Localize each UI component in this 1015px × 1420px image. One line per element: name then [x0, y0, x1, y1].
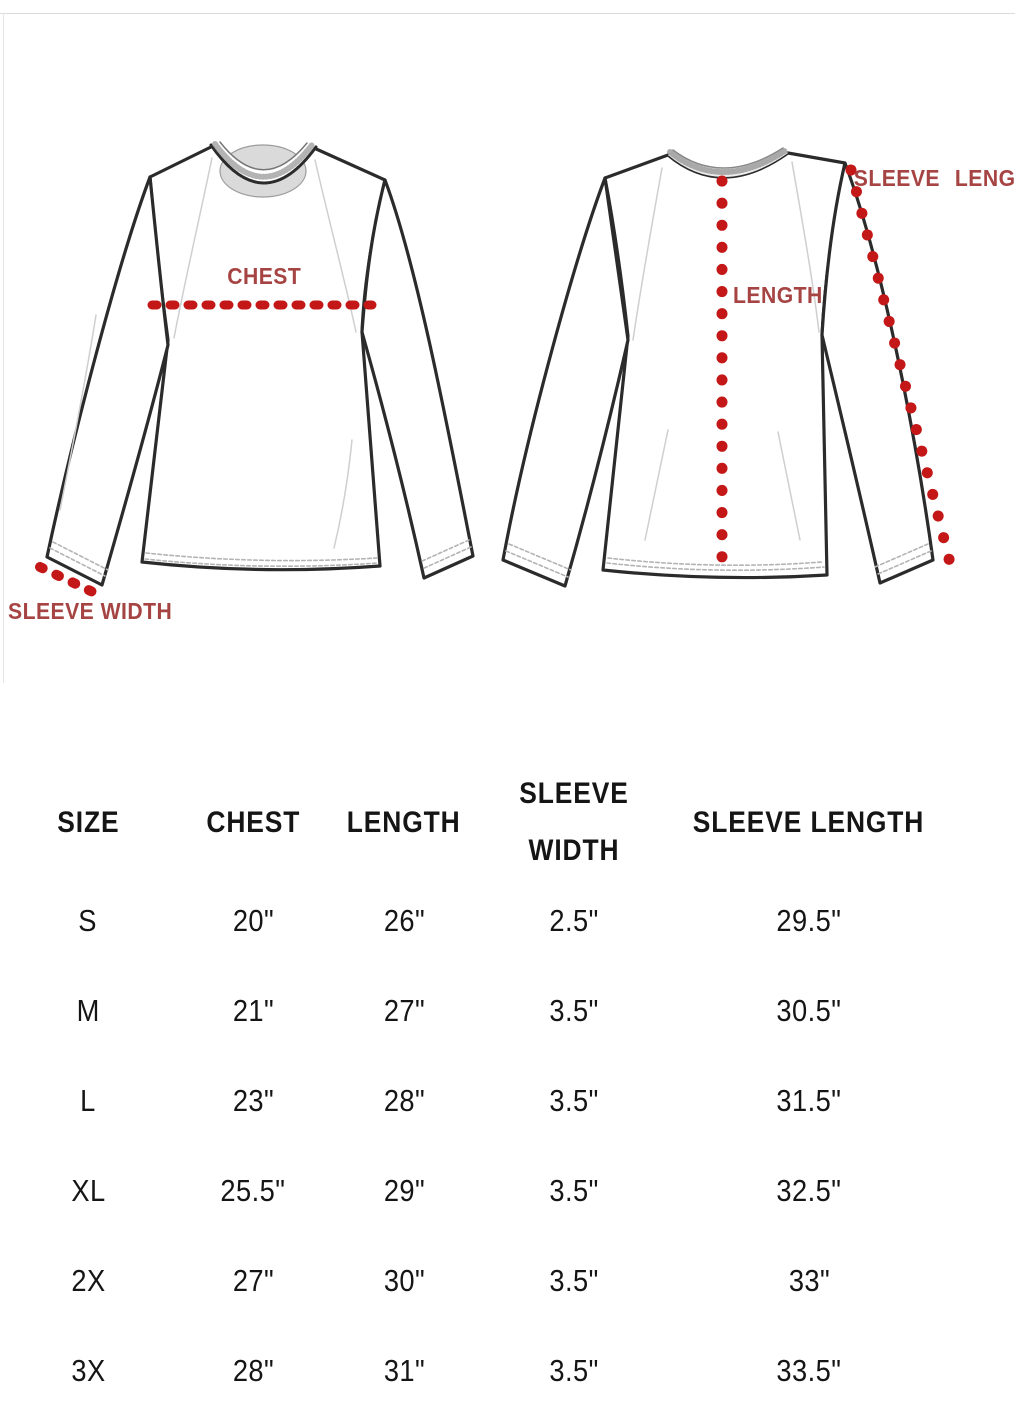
sleeve-length-annotation-line2: LENGTH	[954, 165, 1015, 191]
sleeve-length-cell: 33"	[788, 1263, 830, 1298]
length-cell: 29"	[383, 1173, 425, 1208]
column-header-chest: CHEST	[206, 805, 300, 839]
shirt-measurement-diagram: CHEST SLEEVE WIDTH LENGTH SLEEVE LENGTH	[0, 0, 1015, 700]
sleeve-width-cell: 3.5"	[549, 1353, 599, 1388]
shirt-back-diagram	[501, 147, 956, 588]
back-stitching	[505, 543, 932, 578]
size-cell: 3X	[70, 1353, 106, 1388]
length-annotation-text: LENGTH	[733, 282, 823, 308]
length-annotation-label: LENGTH	[733, 282, 831, 309]
size-cell: L	[80, 1083, 96, 1118]
back-right-sleeve	[820, 161, 935, 585]
front-collar-ribbing	[212, 141, 315, 180]
sleeve-length-cell: 31.5"	[776, 1083, 842, 1118]
sleeve-length-measure-dots	[845, 164, 956, 569]
front-collar-outer-edge	[209, 143, 318, 185]
front-right-sleeve	[360, 178, 475, 580]
front-left-sleeve	[45, 175, 170, 587]
back-crease-lines	[632, 161, 820, 541]
shirt-front-diagram	[35, 141, 475, 599]
sleeve-width-cell: 3.5"	[549, 1173, 599, 1208]
chest-annotation-label: CHEST	[200, 263, 328, 290]
sleeve-width-annotation-text: SLEEVE WIDTH	[8, 598, 173, 624]
chest-cell: 28"	[232, 1353, 274, 1388]
sleeve-width-cell: 2.5"	[549, 903, 599, 938]
column-header-sleeve-length: SLEEVE LENGTH	[693, 805, 925, 839]
sleeve-length-annotation-label: SLEEVE LENGTH	[850, 164, 1015, 192]
column-header-sleeve-width: SLEEVE WIDTH	[519, 777, 629, 867]
chest-cell: 25.5"	[220, 1173, 286, 1208]
size-table-header-row: SIZE CHEST LENGTH SLEEVE WIDTH SLEEVE LE…	[0, 765, 948, 867]
length-cell: 30"	[383, 1263, 425, 1298]
back-collar-ribbing	[667, 147, 789, 175]
top-separator-line	[0, 13, 1015, 14]
size-cell: M	[76, 993, 100, 1028]
length-cell: 28"	[383, 1083, 425, 1118]
sleeve-width-measure-dots	[35, 562, 102, 599]
sleeve-length-cell: 29.5"	[776, 903, 842, 938]
sleeve-width-annotation-label: SLEEVE WIDTH	[8, 598, 187, 625]
size-cell: S	[78, 903, 98, 938]
back-left-sleeve	[501, 176, 630, 588]
size-cell: XL	[70, 1173, 106, 1208]
column-header-size: SIZE	[56, 805, 120, 839]
sleeve-width-cell: 3.5"	[549, 1263, 599, 1298]
sleeve-width-cell: 3.5"	[549, 993, 599, 1028]
front-stitching	[49, 539, 472, 577]
size-table-body: S 20" 26" 2.5" 29.5" M 21" 27" 3.5" 30.5…	[0, 876, 948, 1416]
column-header-length: LENGTH	[347, 805, 461, 839]
front-collar-inner-edge	[219, 141, 308, 171]
sleeve-length-cell: 33.5"	[776, 1353, 842, 1388]
size-cell: 2X	[70, 1263, 106, 1298]
sleeve-width-cell: 3.5"	[549, 1083, 599, 1118]
chest-cell: 21"	[232, 993, 274, 1028]
sleeve-length-cell: 32.5"	[776, 1173, 842, 1208]
chest-annotation-text: CHEST	[226, 263, 302, 289]
front-crease-lines	[59, 157, 357, 549]
chest-cell: 20"	[232, 903, 274, 938]
length-cell: 27"	[383, 993, 425, 1028]
length-cell: 31"	[383, 1353, 425, 1388]
back-collar-inner-edge	[672, 147, 784, 169]
chest-cell: 27"	[232, 1263, 274, 1298]
length-cell: 26"	[383, 903, 425, 938]
size-chart-table: SIZE CHEST LENGTH SLEEVE WIDTH SLEEVE LE…	[57, 777, 924, 1388]
sleeve-length-annotation-line1: SLEEVE	[853, 165, 941, 191]
chest-cell: 23"	[232, 1083, 274, 1118]
sleeve-length-cell: 30.5"	[776, 993, 842, 1028]
shirt-diagram-svg	[35, 141, 956, 599]
left-separator-line	[3, 13, 4, 683]
